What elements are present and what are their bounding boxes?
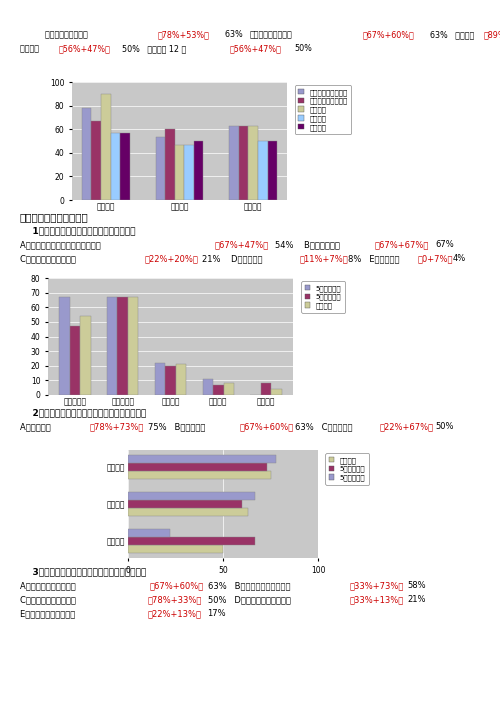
Legend: 5年以上行龄, 5年以下行龄, 全体员工: 5年以上行龄, 5年以下行龄, 全体员工 <box>302 281 345 312</box>
Bar <box>101 94 110 200</box>
Text: （33%+73%）: （33%+73%） <box>350 581 405 590</box>
Bar <box>176 364 186 395</box>
Text: E、团结协作、华夏为家: E、团结协作、华夏为家 <box>20 609 78 618</box>
Bar <box>184 144 194 200</box>
Legend: 管理模式与管理水平, 金融产品和服务创意, 观念转变, 人才建设, 市场营销: 管理模式与管理水平, 金融产品和服务创意, 观念转变, 人才建设, 市场营销 <box>295 86 351 134</box>
Bar <box>165 366 176 395</box>
Bar <box>118 297 128 395</box>
Bar <box>59 297 70 395</box>
Bar <box>128 492 256 500</box>
Bar <box>128 471 270 479</box>
Text: （67%+60%）: （67%+60%） <box>150 581 204 590</box>
Bar <box>110 133 120 200</box>
Text: 三、企业情式与发展方略: 三、企业情式与发展方略 <box>20 212 89 222</box>
Text: 67%: 67% <box>435 240 454 249</box>
Text: 50%   市场营销 12 人: 50% 市场营销 12 人 <box>122 44 189 53</box>
Text: （78%+73%）: （78%+73%） <box>90 422 144 431</box>
Text: A、企业可持续发展和人的全面发展: A、企业可持续发展和人的全面发展 <box>20 240 103 249</box>
Text: 75%   B、惠益员工: 75% B、惠益员工 <box>148 422 208 431</box>
Bar <box>80 316 90 395</box>
Bar <box>128 455 276 463</box>
Text: A、持续创新、灵活高效: A、持续创新、灵活高效 <box>20 581 78 590</box>
Text: 1、员工对企业发展长远目标的选择如下：: 1、员工对企业发展长远目标的选择如下： <box>20 226 136 235</box>
Text: （89%+47%）: （89%+47%） <box>484 30 500 39</box>
Text: （56%+47%）: （56%+47%） <box>58 44 110 53</box>
Bar <box>165 129 174 200</box>
Text: C、行业领先、百年企业: C、行业领先、百年企业 <box>20 254 78 263</box>
Text: （0+7%）: （0+7%） <box>418 254 453 263</box>
Text: （78%+33%）: （78%+33%） <box>148 595 202 604</box>
Bar <box>261 383 272 395</box>
Bar <box>128 500 242 508</box>
Text: （67%+60%）: （67%+60%） <box>240 422 294 431</box>
Bar <box>272 389 282 395</box>
Text: 2、员工对企业存在与发展的根本目选择如下：: 2、员工对企业存在与发展的根本目选择如下： <box>20 408 146 417</box>
Text: 63%   观念转变: 63% 观念转变 <box>430 30 474 39</box>
Bar <box>156 137 165 200</box>
Bar <box>128 537 256 545</box>
Text: 63%   C、造福社会: 63% C、造福社会 <box>295 422 355 431</box>
Text: C、以人为本、与时俱进: C、以人为本、与时俱进 <box>20 595 78 604</box>
Text: 金融产品和服务创新: 金融产品和服务创新 <box>250 30 293 39</box>
Bar <box>120 133 130 200</box>
Text: 21%: 21% <box>408 595 426 604</box>
Bar <box>224 383 234 395</box>
Bar <box>70 326 80 395</box>
Bar <box>154 363 165 395</box>
Bar <box>82 108 92 200</box>
Text: 63%   B、服务兴行、客户优先: 63% B、服务兴行、客户优先 <box>208 581 292 590</box>
Bar <box>128 297 138 395</box>
Bar <box>174 144 184 200</box>
Text: 4%: 4% <box>452 254 466 263</box>
Text: 58%: 58% <box>408 581 426 590</box>
Text: 50%: 50% <box>435 422 454 431</box>
Text: （67%+67%）: （67%+67%） <box>375 240 430 249</box>
Text: （56%+47%）: （56%+47%） <box>230 44 282 53</box>
Text: 50%   D、统一思想、和谐发展: 50% D、统一思想、和谐发展 <box>208 595 293 604</box>
Bar <box>230 126 239 200</box>
Bar <box>128 463 266 471</box>
Text: （22%+67%）: （22%+67%） <box>380 422 434 431</box>
Bar <box>128 545 223 553</box>
Text: 17%: 17% <box>208 609 226 618</box>
Text: （78%+53%）: （78%+53%） <box>158 30 210 39</box>
Bar <box>268 141 277 200</box>
Text: 21%    D、零售银行: 21% D、零售银行 <box>202 254 266 263</box>
Text: 3、员工对应该有什么样的企业精神选择如下：: 3、员工对应该有什么样的企业精神选择如下： <box>20 567 146 576</box>
Bar <box>202 379 213 395</box>
Text: 管理模式与管理水平: 管理模式与管理水平 <box>45 30 90 39</box>
Text: （67%+60%）: （67%+60%） <box>363 30 415 39</box>
Bar <box>128 508 248 516</box>
Bar <box>107 297 118 395</box>
Bar <box>239 126 248 200</box>
Bar <box>92 121 101 200</box>
Bar <box>194 141 203 200</box>
Bar <box>258 141 268 200</box>
Text: （11%+7%）: （11%+7%） <box>300 254 349 263</box>
Text: （22%+20%）: （22%+20%） <box>145 254 199 263</box>
Text: （67%+47%）: （67%+47%） <box>215 240 269 249</box>
Bar <box>248 126 258 200</box>
Text: 50%: 50% <box>294 44 312 53</box>
Text: A、创造价值: A、创造价值 <box>20 422 54 431</box>
Text: （33%+13%）: （33%+13%） <box>350 595 404 604</box>
Text: （22%+13%）: （22%+13%） <box>148 609 202 618</box>
Text: 63%: 63% <box>225 30 252 39</box>
Bar <box>128 529 170 537</box>
Text: 54%    B、核心竞争力: 54% B、核心竞争力 <box>275 240 342 249</box>
Text: 8%   E、国际一流: 8% E、国际一流 <box>348 254 399 263</box>
Text: 人才建设: 人才建设 <box>20 44 42 53</box>
Bar <box>213 385 224 395</box>
Legend: 全体员工, 5年以下行龄, 5年以上行龄: 全体员工, 5年以下行龄, 5年以上行龄 <box>326 453 369 484</box>
